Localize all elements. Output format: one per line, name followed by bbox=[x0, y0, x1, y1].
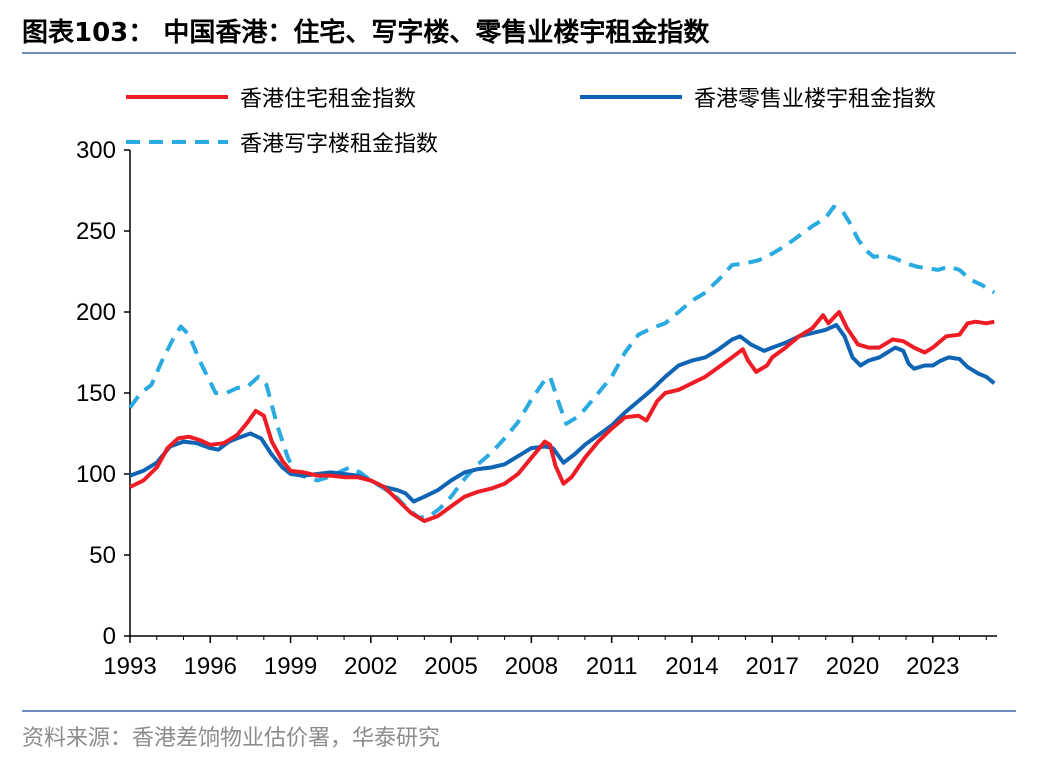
y-tick-label: 150 bbox=[76, 380, 116, 407]
x-tick-label: 2008 bbox=[505, 653, 558, 680]
y-tick-label: 250 bbox=[76, 218, 116, 245]
figure-title: 图表103： 中国香港：住宅、写字楼、零售业楼宇租金指数 bbox=[22, 18, 710, 48]
series-line-2 bbox=[128, 204, 996, 520]
rent-index-chart: 0 50 100 150 200 250 300 1993 1996 1999 2002 2005 20… bbox=[76, 87, 997, 680]
y-tick-label: 50 bbox=[89, 542, 116, 569]
bottom-rule bbox=[22, 710, 1016, 712]
x-tick-label: 1993 bbox=[103, 653, 156, 680]
source-note: 资料来源：香港差饷物业估价署，华泰研究 bbox=[22, 726, 441, 751]
y-tick-label: 0 bbox=[103, 623, 116, 650]
series-layer bbox=[128, 204, 996, 523]
y-tick-label: 300 bbox=[76, 137, 116, 164]
top-rule bbox=[22, 52, 1016, 54]
y-tick-label: 100 bbox=[76, 461, 116, 488]
legend-label-0: 香港住宅租金指数 bbox=[240, 87, 416, 112]
series-line-0 bbox=[129, 310, 995, 523]
y-tick-label: 200 bbox=[76, 299, 116, 326]
x-tick-label: 2011 bbox=[586, 653, 638, 680]
x-tick-label: 2017 bbox=[746, 653, 799, 680]
x-tick-label: 2023 bbox=[906, 653, 959, 680]
x-tick-label: 2014 bbox=[665, 653, 718, 680]
x-tick-label: 1999 bbox=[264, 653, 317, 680]
x-tick-label: 1996 bbox=[184, 653, 237, 680]
x-tick-label: 2005 bbox=[424, 653, 477, 680]
x-tick-label: 2020 bbox=[826, 653, 879, 680]
series-line-1 bbox=[129, 323, 996, 504]
legend-label-1: 香港零售业楼宇租金指数 bbox=[694, 87, 936, 112]
legend-label-2: 香港写字楼租金指数 bbox=[240, 132, 438, 157]
x-tick-label: 2002 bbox=[344, 653, 397, 680]
chart-axes: 0 50 100 150 200 250 300 1993 1996 1999 2002 2005 20… bbox=[76, 137, 997, 680]
